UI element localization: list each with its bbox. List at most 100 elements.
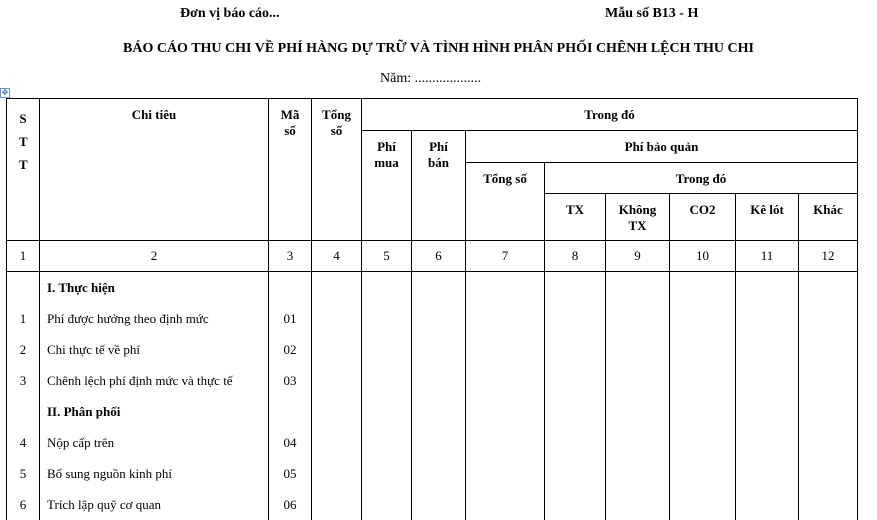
value-cell[interactable] bbox=[411, 396, 466, 427]
header-phi-mua: Phí mua bbox=[361, 130, 412, 241]
value-cell[interactable] bbox=[669, 489, 736, 520]
value-cell[interactable] bbox=[465, 396, 545, 427]
value-cell[interactable] bbox=[735, 458, 799, 489]
value-cell[interactable] bbox=[669, 365, 736, 396]
value-cell[interactable] bbox=[361, 458, 412, 489]
value-cell[interactable] bbox=[311, 489, 362, 520]
value-cell[interactable] bbox=[411, 334, 466, 365]
value-cell[interactable] bbox=[605, 303, 670, 334]
header-ma-so: Mã số bbox=[268, 98, 312, 241]
value-cell[interactable] bbox=[361, 427, 412, 458]
value-cell[interactable] bbox=[544, 271, 606, 303]
section-heading: I. Thực hiện bbox=[39, 271, 269, 303]
value-cell[interactable] bbox=[735, 303, 799, 334]
value-cell[interactable] bbox=[361, 271, 412, 303]
row-stt bbox=[6, 396, 40, 427]
value-cell[interactable] bbox=[605, 365, 670, 396]
value-cell[interactable] bbox=[798, 489, 858, 520]
row-code: 02 bbox=[268, 334, 312, 365]
value-cell[interactable] bbox=[605, 458, 670, 489]
row-label: Chi thực tế về phí bbox=[39, 334, 269, 365]
value-cell[interactable] bbox=[735, 427, 799, 458]
value-cell[interactable] bbox=[605, 334, 670, 365]
value-cell[interactable] bbox=[311, 271, 362, 303]
value-cell[interactable] bbox=[361, 489, 412, 520]
value-cell[interactable] bbox=[798, 396, 858, 427]
value-cell[interactable] bbox=[669, 271, 736, 303]
value-cell[interactable] bbox=[311, 303, 362, 334]
form-number: Mẫu số B13 - H bbox=[605, 6, 699, 21]
value-cell[interactable] bbox=[411, 303, 466, 334]
value-cell[interactable] bbox=[361, 396, 412, 427]
header-co2: CO2 bbox=[669, 193, 736, 241]
value-cell[interactable] bbox=[735, 271, 799, 303]
value-cell[interactable] bbox=[605, 489, 670, 520]
value-cell[interactable] bbox=[465, 271, 545, 303]
value-cell[interactable] bbox=[735, 396, 799, 427]
column-number: 11 bbox=[735, 240, 799, 272]
header-tong-so: Tổng số bbox=[311, 98, 362, 241]
value-cell[interactable] bbox=[465, 365, 545, 396]
value-cell[interactable] bbox=[411, 489, 466, 520]
value-cell[interactable] bbox=[411, 458, 466, 489]
column-number: 2 bbox=[39, 240, 269, 272]
value-cell[interactable] bbox=[465, 427, 545, 458]
value-cell[interactable] bbox=[361, 365, 412, 396]
value-cell[interactable] bbox=[669, 396, 736, 427]
value-cell[interactable] bbox=[465, 489, 545, 520]
value-cell[interactable] bbox=[669, 458, 736, 489]
value-cell[interactable] bbox=[311, 365, 362, 396]
value-cell[interactable] bbox=[544, 396, 606, 427]
value-cell[interactable] bbox=[465, 334, 545, 365]
value-cell[interactable] bbox=[798, 427, 858, 458]
value-cell[interactable] bbox=[669, 427, 736, 458]
row-code bbox=[268, 271, 312, 303]
row-label: Chênh lệch phí định mức và thực tế bbox=[39, 365, 269, 396]
value-cell[interactable] bbox=[465, 458, 545, 489]
value-cell[interactable] bbox=[735, 334, 799, 365]
row-stt: 6 bbox=[6, 489, 40, 520]
value-cell[interactable] bbox=[605, 271, 670, 303]
table-row: 3 Chênh lệch phí định mức và thực tế 03 bbox=[6, 365, 858, 396]
value-cell[interactable] bbox=[311, 396, 362, 427]
value-cell[interactable] bbox=[735, 365, 799, 396]
value-cell[interactable] bbox=[605, 396, 670, 427]
header-phi-ban: Phí bán bbox=[411, 130, 466, 241]
value-cell[interactable] bbox=[544, 303, 606, 334]
row-stt: 2 bbox=[6, 334, 40, 365]
value-cell[interactable] bbox=[411, 427, 466, 458]
value-cell[interactable] bbox=[465, 303, 545, 334]
column-number: 7 bbox=[465, 240, 545, 272]
value-cell[interactable] bbox=[311, 458, 362, 489]
value-cell[interactable] bbox=[544, 365, 606, 396]
value-cell[interactable] bbox=[798, 271, 858, 303]
header-trong-do: Trong đó bbox=[361, 98, 858, 131]
header-ke-lot: Kê lót bbox=[735, 193, 799, 241]
value-cell[interactable] bbox=[798, 303, 858, 334]
column-number: 3 bbox=[268, 240, 312, 272]
value-cell[interactable] bbox=[669, 334, 736, 365]
value-cell[interactable] bbox=[735, 489, 799, 520]
value-cell[interactable] bbox=[311, 334, 362, 365]
value-cell[interactable] bbox=[798, 458, 858, 489]
value-cell[interactable] bbox=[544, 334, 606, 365]
report-title: BÁO CÁO THU CHI VỀ PHÍ HÀNG DỰ TRỮ VÀ TÌ… bbox=[123, 41, 754, 56]
value-cell[interactable] bbox=[544, 489, 606, 520]
value-cell[interactable] bbox=[798, 365, 858, 396]
table-move-handle-icon[interactable]: ✥ bbox=[0, 88, 10, 98]
table-row: 5 Bổ sung nguồn kinh phí 05 bbox=[6, 458, 858, 489]
column-number: 6 bbox=[411, 240, 466, 272]
report-table: S T T Chi tiêu Mã số Tổng số Trong đó Ph… bbox=[6, 98, 858, 520]
value-cell[interactable] bbox=[361, 303, 412, 334]
value-cell[interactable] bbox=[361, 334, 412, 365]
value-cell[interactable] bbox=[605, 427, 670, 458]
value-cell[interactable] bbox=[544, 427, 606, 458]
value-cell[interactable] bbox=[411, 271, 466, 303]
value-cell[interactable] bbox=[544, 458, 606, 489]
value-cell[interactable] bbox=[311, 427, 362, 458]
value-cell[interactable] bbox=[669, 303, 736, 334]
row-stt: 1 bbox=[6, 303, 40, 334]
row-code: 03 bbox=[268, 365, 312, 396]
value-cell[interactable] bbox=[798, 334, 858, 365]
value-cell[interactable] bbox=[411, 365, 466, 396]
